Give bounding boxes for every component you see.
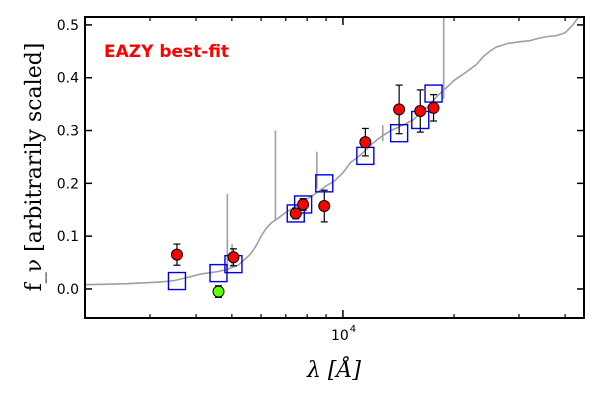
outlier-point <box>212 285 225 298</box>
observed-point <box>289 207 302 220</box>
y-tick-label: 0.4 <box>57 71 79 87</box>
observed-point <box>170 248 183 261</box>
chart-annotation: EAZY best-fit <box>104 42 229 62</box>
x-axis-title: λ [Å] <box>306 355 361 383</box>
observed-point <box>427 101 440 114</box>
observed-point <box>414 104 427 117</box>
x-tick-label: 10 <box>331 328 349 344</box>
observed-point <box>359 136 372 149</box>
y-tick-label: 0.5 <box>57 18 79 34</box>
error-bars <box>173 84 438 299</box>
observed-point <box>227 251 240 264</box>
y-tick-label: 0.3 <box>57 124 79 140</box>
observed-photometry-points <box>170 101 440 298</box>
plot-frame <box>84 16 585 319</box>
x-tick-label-exponent: 4 <box>350 324 356 335</box>
y-tick-label: 0.0 <box>57 282 79 298</box>
model-square <box>293 195 313 214</box>
model-square <box>167 271 187 291</box>
model-square <box>315 174 334 193</box>
y-axis-title: f_ν [arbitrarily scaled] <box>22 43 47 292</box>
observed-point <box>318 200 331 213</box>
model-photometry-squares <box>167 84 443 291</box>
y-tick-label: 0.1 <box>57 229 79 245</box>
observed-point <box>393 103 406 116</box>
y-tick-label: 0.2 <box>57 176 79 192</box>
model-square <box>389 123 409 143</box>
observed-point <box>297 198 310 211</box>
axis-ticks <box>85 17 584 318</box>
